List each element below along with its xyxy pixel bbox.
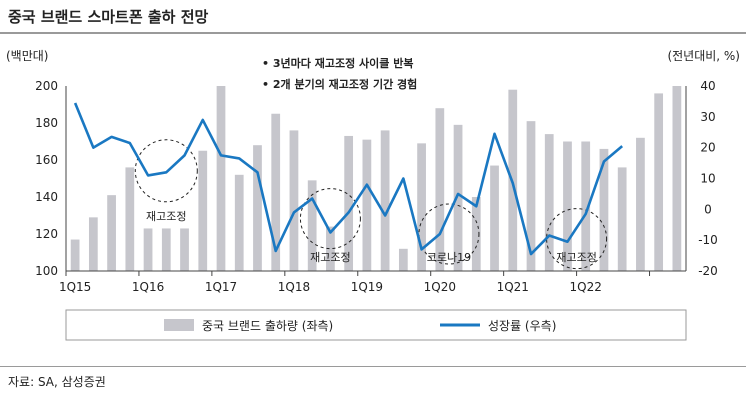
bar-33 <box>672 86 682 271</box>
legend-line-label: 성장률 (우측) <box>488 319 556 333</box>
page-title: 중국 브랜드 스마트폰 출하 전망 <box>8 8 209 26</box>
left-tick-2: 140 <box>35 190 58 204</box>
x-tick-label-7: 1Q22 <box>570 280 602 294</box>
annotation-label-0: 재고조정 <box>146 210 186 223</box>
left-axis-ticks: 100 120 140 160 180 200 <box>35 79 58 278</box>
bar-9 <box>234 174 244 271</box>
right-tick-1: -10 <box>698 233 718 247</box>
top-rule <box>0 32 746 34</box>
annotation-circle-3 <box>546 208 608 270</box>
left-axis-unit: (백만대) <box>6 49 48 63</box>
bar-6 <box>180 228 189 271</box>
line-series <box>73 102 624 256</box>
left-tick-3: 160 <box>35 153 58 167</box>
bar-17 <box>380 130 390 271</box>
left-tick-0: 100 <box>35 264 58 278</box>
x-tick-label-1: 1Q16 <box>132 280 164 294</box>
bar-3 <box>125 167 135 271</box>
bar-5 <box>161 228 171 271</box>
legend: 중국 브랜드 출하량 (좌측) 성장률 (우측) <box>65 309 687 341</box>
x-tick-label-4: 1Q19 <box>351 280 383 294</box>
bar-0 <box>70 239 80 271</box>
annotation-label-1: 재고조정 <box>310 251 350 264</box>
annotation-circle-2 <box>418 203 480 265</box>
right-tick-6: 40 <box>700 79 715 93</box>
annotation-circle-0 <box>134 139 198 203</box>
annotation-label-2: 코로나19 <box>427 251 471 264</box>
x-tick-label-3: 1Q18 <box>278 280 310 294</box>
left-tick-1: 120 <box>35 227 58 241</box>
bar-19 <box>417 143 426 271</box>
bar-32 <box>654 93 664 272</box>
bar-18 <box>398 248 408 271</box>
bar-series <box>70 86 682 272</box>
bar-14 <box>326 226 335 271</box>
right-tick-0: -20 <box>698 264 718 278</box>
growth-line <box>73 102 624 256</box>
bar-2 <box>107 195 116 271</box>
bar-10 <box>253 145 262 271</box>
bar-25 <box>526 121 536 272</box>
bottom-rule <box>0 366 746 367</box>
annotation-circles <box>134 139 608 270</box>
bar-29 <box>599 148 609 271</box>
bar-15 <box>344 135 354 271</box>
right-axis-ticks: -20 -10 0 10 20 30 40 <box>698 79 718 278</box>
bar-22 <box>471 197 481 271</box>
bar-4 <box>143 228 153 271</box>
axes <box>65 86 687 272</box>
x-tick-label-0: 1Q15 <box>59 280 91 294</box>
bullet-1: • 3년마다 재고조정 사이클 반복 <box>262 56 413 70</box>
bar-31 <box>636 137 645 271</box>
bar-26 <box>544 134 554 271</box>
right-tick-2: 0 <box>704 202 712 216</box>
bar-7 <box>198 150 208 271</box>
annotation-label-3: 재고조정 <box>556 251 596 264</box>
bar-13 <box>307 180 317 271</box>
legend-bar-swatch <box>164 319 194 331</box>
bar-27 <box>563 141 572 271</box>
bar-28 <box>581 141 591 271</box>
bar-12 <box>289 130 299 271</box>
bar-1 <box>88 217 98 271</box>
legend-bar-label: 중국 브랜드 출하량 (좌측) <box>202 319 333 333</box>
bar-21 <box>453 124 463 271</box>
bullet-2: • 2개 분기의 재고조정 기간 경험 <box>262 77 417 91</box>
right-tick-3: 10 <box>700 172 715 186</box>
left-tick-4: 180 <box>35 116 58 130</box>
x-tick-label-6: 1Q21 <box>497 280 529 294</box>
right-tick-4: 20 <box>700 141 715 155</box>
right-axis-unit: (전년대비, %) <box>667 49 740 63</box>
chart: (백만대) (전년대비, %) • 3년마다 재고조정 사이클 반복 • 2개 … <box>6 49 740 341</box>
x-tick-label-2: 1Q17 <box>205 280 237 294</box>
right-tick-5: 30 <box>700 110 715 124</box>
bar-16 <box>362 139 372 271</box>
annotation-circle-1 <box>299 188 361 250</box>
left-tick-5: 200 <box>35 79 58 93</box>
x-tick-label-5: 1Q20 <box>424 280 456 294</box>
bar-30 <box>617 167 627 271</box>
bar-8 <box>216 86 226 271</box>
legend-box <box>65 309 687 341</box>
bar-20 <box>435 108 445 271</box>
bar-11 <box>271 113 281 271</box>
x-axis-ticks: 1Q15 1Q16 1Q17 1Q18 1Q19 1Q20 1Q21 1Q22 <box>59 271 651 294</box>
source-note: 자료: SA, 삼성증권 <box>8 375 106 389</box>
bar-23 <box>490 165 499 271</box>
